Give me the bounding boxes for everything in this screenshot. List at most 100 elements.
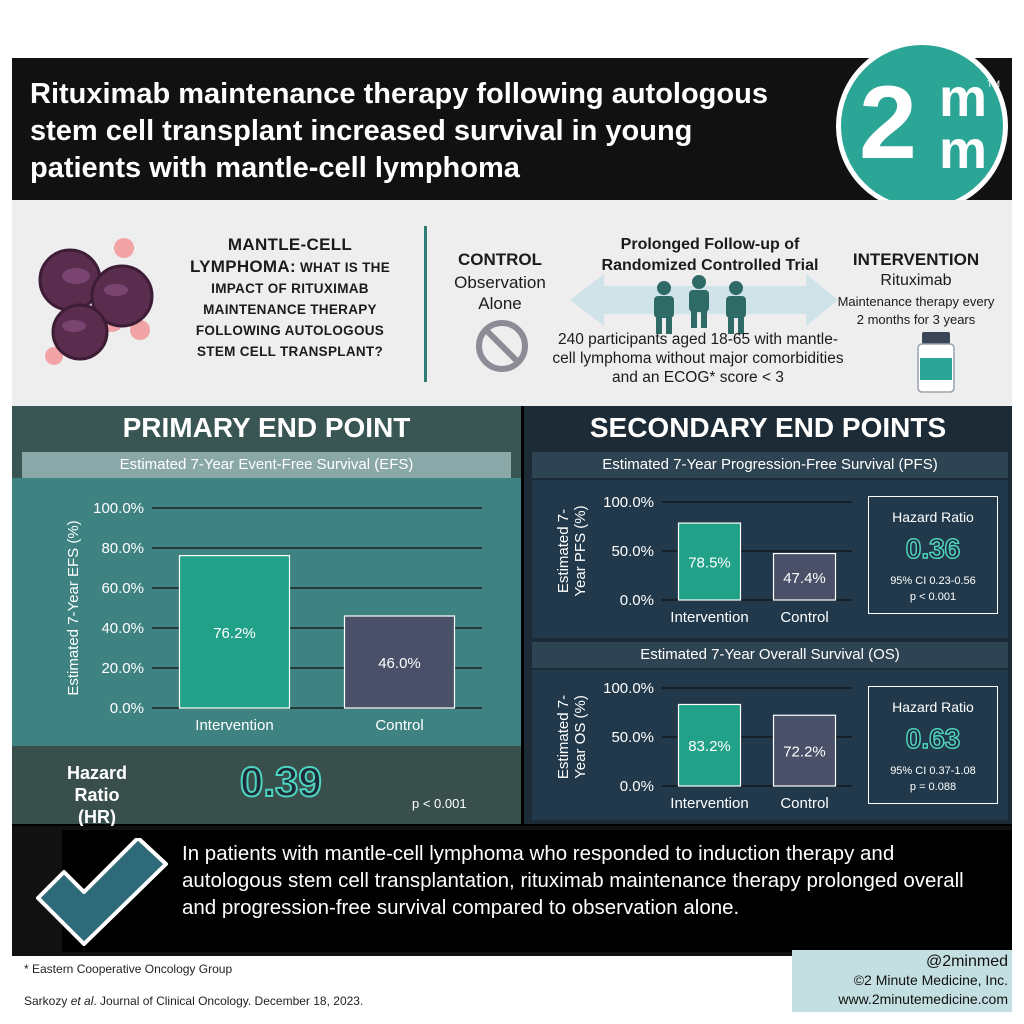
category-label: Intervention bbox=[670, 609, 748, 626]
participants-line-2: cell lymphoma without major comorbiditie… bbox=[552, 350, 844, 367]
y-tick-label: 40.0% bbox=[101, 620, 144, 637]
top-strip bbox=[12, 12, 1012, 58]
section-divider bbox=[424, 226, 427, 382]
pfs-bar-chart: 0.0% 50.0% 100.0% 78.5% Intervention 47.4% Con… bbox=[555, 494, 852, 626]
intervention-line-2: 2 months for 3 years bbox=[856, 312, 976, 327]
y-tick-label: 100.0% bbox=[603, 680, 654, 697]
hr-label-line-2: (HR) bbox=[78, 807, 116, 827]
category-label: Intervention bbox=[195, 717, 273, 734]
medication-vial-icon bbox=[917, 332, 955, 393]
pfs-hr-title: Hazard Ratio bbox=[892, 509, 974, 525]
intervention-heading: INTERVENTION bbox=[852, 250, 980, 269]
intervention-drug: Rituximab bbox=[880, 272, 952, 289]
os-hr-value: 0.63 bbox=[905, 722, 961, 755]
participants-line-3: and an ECOG* score < 3 bbox=[612, 369, 784, 386]
y-axis-label: Estimated 7-Year EFS (%) bbox=[65, 520, 82, 695]
primary-p-value: p < 0.001 bbox=[412, 796, 467, 811]
y-tick-label: 0.0% bbox=[110, 700, 144, 717]
control-line-2: Alone bbox=[478, 294, 522, 313]
logo-trademark: TM bbox=[987, 79, 1000, 89]
os-hr-title: Hazard Ratio bbox=[892, 699, 974, 715]
control-description: Observation Alone bbox=[440, 272, 560, 314]
os-hr-p: p = 0.088 bbox=[909, 781, 957, 793]
page-title: Rituximab maintenance therapy following … bbox=[30, 78, 768, 184]
citation-rest: . Journal of Clinical Oncology. December… bbox=[93, 994, 364, 1008]
y-tick-label: 50.0% bbox=[611, 729, 654, 746]
primary-hazard-ratio-band bbox=[12, 746, 521, 824]
bar-value-label: 47.4% bbox=[783, 570, 826, 587]
bar bbox=[343, 615, 456, 709]
y-tick-label: 20.0% bbox=[101, 660, 144, 677]
primary-subtitle: Estimated 7-Year Event-Free Survival (EF… bbox=[22, 452, 511, 478]
control-heading: CONTROL bbox=[457, 250, 543, 269]
y-tick-label: 60.0% bbox=[101, 580, 144, 597]
citation: Sarkozy et al. Journal of Clinical Oncol… bbox=[24, 994, 363, 1008]
bar bbox=[772, 714, 837, 787]
intervention-line-1: Maintenance therapy every bbox=[837, 294, 995, 309]
website-link[interactable]: www.2minutemedicine.com bbox=[838, 991, 1008, 1007]
checkmark-icon bbox=[36, 838, 168, 946]
citation-etal: et al bbox=[70, 994, 94, 1008]
bar bbox=[772, 552, 837, 601]
primary-endpoint-title: PRIMARY END POINT bbox=[122, 412, 411, 443]
pfs-hazard-ratio-box: Hazard Ratio 0.36 95% CI 0.23-0.56 p < 0… bbox=[868, 496, 998, 614]
question-rest: WHAT IS THE IMPACT OF RITUXIMAB MAINTENA… bbox=[195, 260, 391, 359]
social-handle[interactable]: @2minmed bbox=[925, 953, 1008, 970]
primary-hazard-ratio-value: 0.39 bbox=[239, 757, 323, 806]
y-tick-label: 100.0% bbox=[603, 494, 654, 511]
bar-value-label: 72.2% bbox=[783, 744, 826, 761]
participants-description: 240 participants aged 18-65 with mantle-… bbox=[528, 330, 868, 387]
y-axis-label: Year PFS (%) bbox=[572, 505, 589, 596]
category-label: Control bbox=[780, 609, 828, 626]
logo-numeral: 2 bbox=[859, 65, 917, 181]
pfs-hr-ci: 95% CI 0.23-0.56 bbox=[890, 575, 976, 587]
os-hazard-ratio-box: Hazard Ratio 0.63 95% CI 0.37-1.08 p = 0… bbox=[868, 686, 998, 804]
y-axis-label: Estimated 7- bbox=[555, 509, 572, 593]
randomization-arrow-icon bbox=[570, 274, 838, 334]
y-axis-label: Year OS (%) bbox=[572, 695, 589, 779]
intervention-description: Maintenance therapy every 2 months for 3… bbox=[822, 293, 1010, 329]
pfs-hr-p: p < 0.001 bbox=[909, 591, 957, 603]
participants-line-1: 240 participants aged 18-65 with mantle- bbox=[557, 331, 839, 348]
bar-value-label: 46.0% bbox=[378, 655, 421, 672]
research-question: MANTLE-CELL LYMPHOMA: WHAT IS THE IMPACT… bbox=[175, 234, 405, 362]
y-tick-label: 80.0% bbox=[101, 540, 144, 557]
os-chart-area bbox=[532, 670, 1008, 820]
category-label: Control bbox=[375, 717, 423, 734]
primary-hazard-ratio-label: Hazard Ratio (HR) bbox=[42, 762, 152, 828]
efs-bar-chart: 0.0% 20.0% 40.0% 60.0% 80.0% 100.0% 76.2% Inter… bbox=[65, 500, 482, 734]
brand-info: @2minmed ©2 Minute Medicine, Inc. www.2m… bbox=[796, 952, 1008, 1009]
brand-logo: 2 m m TM bbox=[836, 40, 1008, 212]
bar-value-label: 78.5% bbox=[688, 555, 731, 572]
os-hr-ci: 95% CI 0.37-1.08 bbox=[890, 765, 976, 777]
y-axis-label: Estimated 7- bbox=[555, 695, 572, 779]
logo-letter-bottom: m bbox=[939, 120, 988, 180]
os-subtitle: Estimated 7-Year Overall Survival (OS) bbox=[532, 642, 1008, 668]
footnote: * Eastern Cooperative Oncology Group bbox=[24, 962, 233, 976]
citation-author: Sarkozy bbox=[24, 994, 71, 1008]
bar-value-label: 83.2% bbox=[688, 738, 731, 755]
study-design-section bbox=[12, 200, 1012, 406]
pfs-chart-area bbox=[532, 480, 1008, 638]
trial-line-2: Randomized Controlled Trial bbox=[601, 257, 819, 274]
question-lead: MANTLE-CELL LYMPHOMA: bbox=[189, 235, 353, 276]
category-label: Control bbox=[780, 795, 828, 812]
pfs-hr-value: 0.36 bbox=[905, 532, 961, 565]
y-tick-label: 50.0% bbox=[611, 543, 654, 560]
hr-label-line-1: Hazard Ratio bbox=[66, 763, 128, 805]
bar bbox=[677, 703, 742, 787]
conclusion-band bbox=[62, 830, 1012, 952]
os-bar-chart: 0.0% 50.0% 100.0% 83.2% Intervention 72.2% Con… bbox=[555, 680, 852, 812]
brand-box bbox=[792, 950, 1012, 1012]
bar bbox=[677, 522, 742, 601]
bar-value-label: 76.2% bbox=[213, 625, 256, 642]
category-label: Intervention bbox=[670, 795, 748, 812]
copyright: ©2 Minute Medicine, Inc. bbox=[853, 972, 1008, 988]
y-tick-label: 0.0% bbox=[620, 592, 654, 609]
lymphoma-cells-icon bbox=[38, 238, 154, 365]
y-tick-label: 0.0% bbox=[620, 778, 654, 795]
bar bbox=[178, 554, 291, 709]
secondary-endpoints-title: SECONDARY END POINTS bbox=[589, 412, 947, 443]
trial-line-1: Prolonged Follow-up of bbox=[620, 236, 800, 253]
trial-design-title: Prolonged Follow-up of Randomized Contro… bbox=[585, 234, 835, 276]
